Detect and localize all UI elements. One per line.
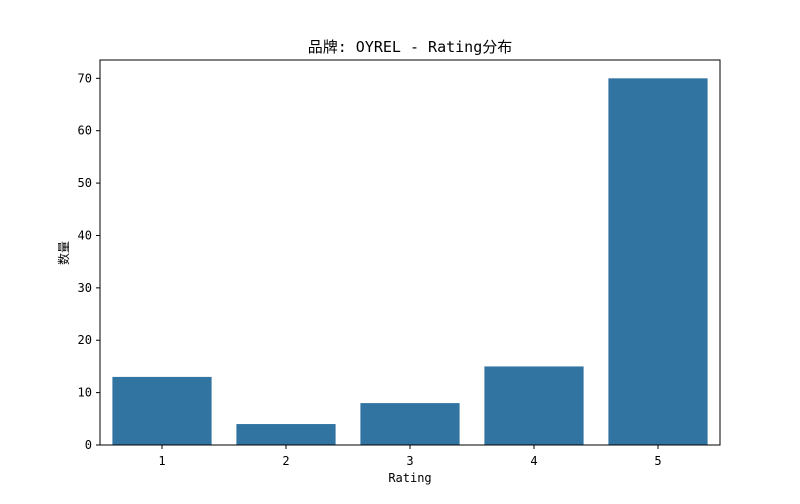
x-tick-label: 1 — [158, 454, 165, 468]
y-tick-label: 50 — [78, 176, 92, 190]
y-tick-label: 20 — [78, 333, 92, 347]
plot-frame — [99, 59, 721, 446]
bar-rating-4 — [484, 366, 584, 445]
x-tick-label: 4 — [530, 454, 537, 468]
bars-group — [112, 78, 708, 445]
y-axis-label: 数量 — [56, 241, 71, 265]
x-axis-ticks: 1 2 3 4 5 — [158, 445, 662, 468]
y-tick-label: 10 — [78, 386, 92, 400]
chart-title: 品牌: OYREL - Rating分布 — [308, 38, 513, 56]
bar-rating-2 — [236, 424, 336, 445]
x-tick-label: 3 — [406, 454, 413, 468]
y-tick-label: 40 — [78, 228, 92, 242]
y-tick-label: 0 — [85, 438, 92, 452]
x-tick-label: 2 — [282, 454, 289, 468]
x-axis-label: Rating — [388, 471, 431, 485]
y-tick-label: 70 — [78, 71, 92, 85]
bar-rating-5 — [608, 78, 708, 445]
bar-rating-1 — [112, 376, 212, 445]
x-tick-label: 5 — [654, 454, 661, 468]
y-axis-ticks: 0 10 20 30 40 50 60 70 — [78, 71, 100, 452]
y-tick-label: 30 — [78, 281, 92, 295]
bar-rating-3 — [360, 403, 460, 445]
y-tick-label: 60 — [78, 124, 92, 138]
